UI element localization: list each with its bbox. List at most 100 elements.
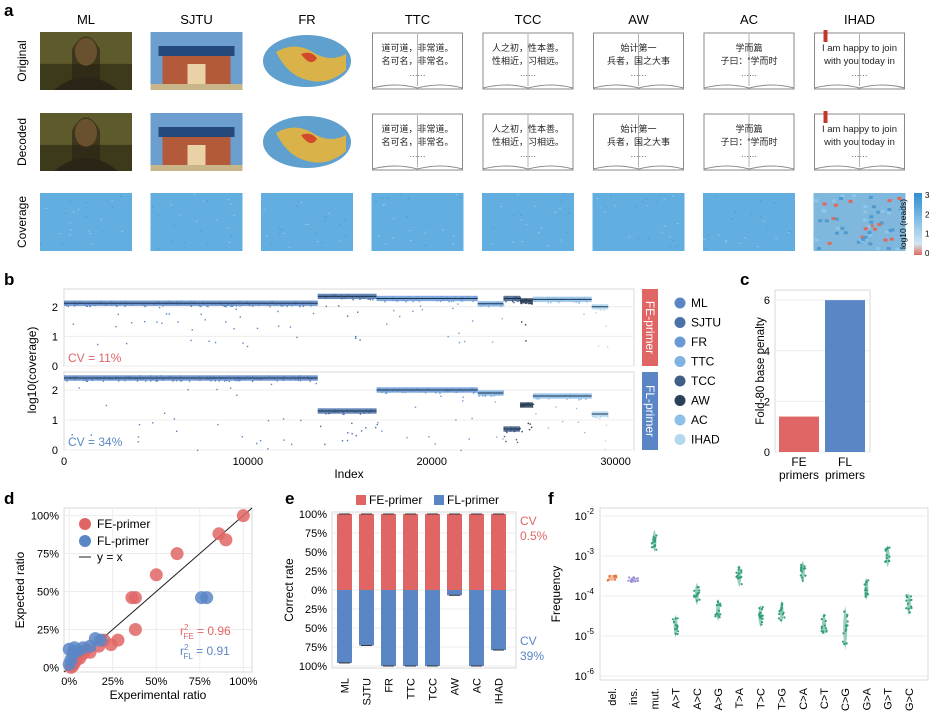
- coverage-point: [277, 325, 280, 327]
- coverage-point: [506, 431, 508, 434]
- book-ellipsis: ······: [631, 71, 647, 80]
- coverage-speck: [718, 234, 721, 236]
- violin-point: [655, 534, 658, 537]
- violin-point: [693, 595, 696, 598]
- book-ellipsis: ······: [852, 152, 868, 161]
- violin-point: [676, 617, 679, 620]
- coverage-speck: [738, 242, 741, 244]
- book-ellipsis: ······: [520, 152, 536, 161]
- violin-point: [778, 612, 781, 616]
- coverage-speck: [100, 218, 103, 220]
- coverage-speck: [895, 247, 900, 251]
- coverage-speck: [861, 238, 866, 241]
- coverage-point: [224, 380, 226, 382]
- coverage-speck: [868, 233, 873, 237]
- coverage-point: [196, 449, 199, 451]
- coverage-speck: [890, 228, 895, 232]
- coverage-point: [89, 305, 91, 307]
- cv-annotation: CV: [520, 514, 537, 528]
- violin-point: [779, 609, 782, 612]
- coverage-speck: [500, 206, 503, 208]
- violin-10: [820, 612, 828, 636]
- violin-point: [717, 609, 721, 612]
- coverage-speck: [345, 235, 347, 237]
- bar-fe-ttc: [403, 514, 418, 590]
- violin-point: [845, 642, 848, 645]
- violin-point: [907, 607, 910, 611]
- colorbar-tick: 0: [925, 249, 930, 258]
- coverage-speck: [833, 203, 838, 207]
- y-tick-label: 10-3: [575, 547, 595, 563]
- scatter-point-fl: [62, 657, 76, 671]
- coverage-speck: [559, 199, 562, 201]
- violin-point: [738, 566, 741, 569]
- coverage-speck: [856, 240, 861, 244]
- violin-point: [627, 579, 630, 582]
- coverage-point: [85, 305, 88, 307]
- coverage-speck: [40, 243, 42, 245]
- coverage-point: [208, 340, 210, 342]
- coverage-point: [492, 395, 494, 397]
- coverage-point: [200, 305, 202, 308]
- violin-point: [628, 576, 631, 579]
- y-tick-label: 2: [52, 385, 58, 397]
- coverage-point: [484, 395, 487, 397]
- coverage-speck: [265, 235, 268, 237]
- coverage-speck: [660, 231, 663, 233]
- coverage-point: [595, 312, 597, 314]
- coverage-speck: [827, 241, 832, 245]
- legend-dot-fr: [674, 336, 686, 348]
- violin-point: [740, 569, 743, 572]
- coverage-speck: [897, 197, 902, 200]
- book-text-line: 子曰：“学而时: [721, 136, 778, 147]
- book-text-line: 名可名，非常名。: [381, 136, 453, 147]
- violin-point: [864, 587, 868, 590]
- colorbar-tick: 2: [925, 210, 930, 219]
- coverage-speck: [596, 198, 599, 200]
- coverage-point: [117, 313, 119, 316]
- coverage-point: [341, 440, 344, 442]
- coverage-speck: [676, 223, 679, 225]
- violin-2: [650, 529, 658, 552]
- coverage-point: [578, 302, 580, 304]
- coverage-point: [455, 419, 457, 421]
- coverage-point: [503, 435, 506, 438]
- coverage-speck: [233, 214, 236, 216]
- coverage-point: [137, 441, 139, 443]
- coverage-speck: [668, 236, 671, 238]
- coverage-point: [599, 416, 601, 418]
- bar-fe-ac: [469, 514, 484, 590]
- book-text-line: 人之初，性本善。: [492, 42, 564, 53]
- violin-point: [864, 592, 867, 595]
- violin-12: [863, 577, 870, 600]
- coverage-point: [381, 430, 383, 432]
- coverage-point: [458, 332, 460, 334]
- violin-point: [739, 576, 742, 579]
- bookmark-shape: [823, 111, 828, 123]
- coverage-point: [505, 440, 507, 443]
- violin-point: [884, 560, 887, 563]
- violin-point: [674, 632, 677, 635]
- coverage-point: [562, 420, 564, 423]
- coverage-point: [352, 299, 354, 301]
- coverage-speck: [663, 198, 666, 200]
- column-label-ac: AC: [740, 12, 758, 27]
- coverage-point: [173, 418, 176, 420]
- coverage-point: [607, 416, 609, 418]
- coverage-point: [73, 305, 76, 307]
- book-bottom-curve: [372, 84, 463, 89]
- legend-swatch-fe: [356, 495, 366, 505]
- violin-point: [799, 574, 802, 577]
- legend-dot-fe: [79, 518, 91, 530]
- coverage-point: [524, 324, 527, 326]
- coverage-point: [462, 396, 464, 398]
- coverage-point: [239, 316, 241, 318]
- coverage-speck: [171, 241, 174, 243]
- legend-label-fr: FR: [691, 335, 707, 349]
- violin-point: [695, 599, 699, 602]
- legend-label-sjtu: SJTU: [691, 316, 721, 330]
- gate-door-shape: [187, 145, 206, 165]
- bar-fe-ihad: [491, 514, 506, 590]
- coverage-point: [419, 305, 422, 307]
